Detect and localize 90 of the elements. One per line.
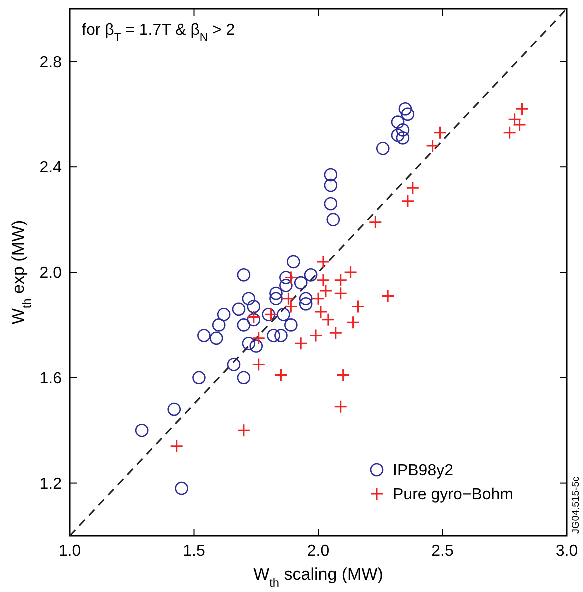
point — [270, 286, 283, 300]
legend-label: IPB98y2 — [393, 462, 454, 480]
point — [168, 402, 182, 416]
point — [270, 292, 283, 306]
point — [175, 482, 188, 496]
point — [242, 292, 256, 306]
point — [334, 286, 348, 300]
point — [329, 326, 343, 340]
x-tick-label: 1.5 — [183, 543, 206, 560]
point — [396, 131, 410, 145]
point — [516, 102, 530, 116]
point — [192, 371, 206, 385]
y-tick-label: 1.2 — [40, 476, 62, 493]
point — [324, 178, 338, 192]
point — [282, 292, 296, 306]
point — [237, 371, 251, 385]
point — [352, 300, 366, 314]
text: JG04.515-5c — [571, 476, 582, 534]
point — [287, 255, 300, 269]
point — [284, 300, 298, 314]
point — [237, 318, 251, 332]
point — [262, 308, 276, 322]
point — [376, 142, 390, 156]
point — [170, 440, 184, 454]
point — [324, 168, 338, 182]
point — [326, 213, 340, 226]
legend-label: Pure gyro−Bohm — [393, 486, 514, 504]
y-tick-label: 1.6 — [40, 370, 62, 388]
x-tick-label: 2.0 — [307, 543, 330, 560]
point — [319, 284, 333, 298]
y-tick-label: 2.4 — [40, 160, 62, 177]
point — [294, 336, 308, 350]
point — [401, 108, 415, 122]
text: for β$_{T}$ = 1.7T & β$_{N}$ > 2 — [82, 22, 236, 44]
point — [294, 276, 308, 290]
point — [344, 266, 358, 280]
point — [280, 279, 293, 292]
point — [299, 297, 313, 311]
point — [250, 340, 264, 353]
point — [334, 400, 348, 414]
point — [274, 329, 288, 342]
point — [316, 274, 330, 288]
point — [264, 308, 278, 322]
point — [401, 194, 415, 208]
point — [406, 181, 420, 195]
point — [336, 368, 350, 382]
x-axis-title: W$_{th}$ scaling (MW) — [254, 565, 384, 590]
point — [237, 268, 251, 282]
point — [391, 116, 405, 129]
point — [280, 271, 293, 284]
point — [284, 271, 298, 285]
point — [434, 126, 448, 140]
point — [368, 216, 382, 230]
point — [346, 316, 360, 330]
point — [247, 310, 261, 324]
point — [252, 358, 266, 372]
point — [309, 328, 323, 342]
point — [277, 308, 290, 322]
point — [398, 102, 412, 116]
point — [237, 424, 251, 438]
x-tick-label: 2.5 — [432, 543, 454, 560]
point — [135, 424, 149, 438]
y-tick-label: 2.8 — [40, 54, 62, 72]
point — [503, 126, 517, 140]
point — [299, 292, 313, 306]
point — [426, 139, 440, 153]
point — [242, 336, 256, 350]
point — [304, 268, 318, 282]
point — [198, 329, 211, 342]
point — [232, 302, 246, 316]
point — [247, 300, 261, 314]
point — [252, 332, 266, 346]
point — [334, 274, 348, 288]
point — [212, 318, 226, 332]
point — [312, 292, 326, 306]
point — [324, 197, 338, 211]
point — [247, 313, 261, 327]
x-tick-label: 1.0 — [58, 543, 82, 560]
y-tick-label: 2.0 — [40, 265, 62, 282]
point — [227, 358, 241, 372]
point — [284, 318, 298, 332]
point — [217, 308, 231, 322]
point — [274, 368, 288, 382]
point — [381, 289, 395, 303]
point — [316, 255, 330, 269]
point — [391, 128, 405, 142]
x-tick-label: 3.0 — [556, 543, 578, 560]
point — [267, 329, 280, 342]
point — [210, 332, 224, 346]
point — [396, 124, 410, 137]
